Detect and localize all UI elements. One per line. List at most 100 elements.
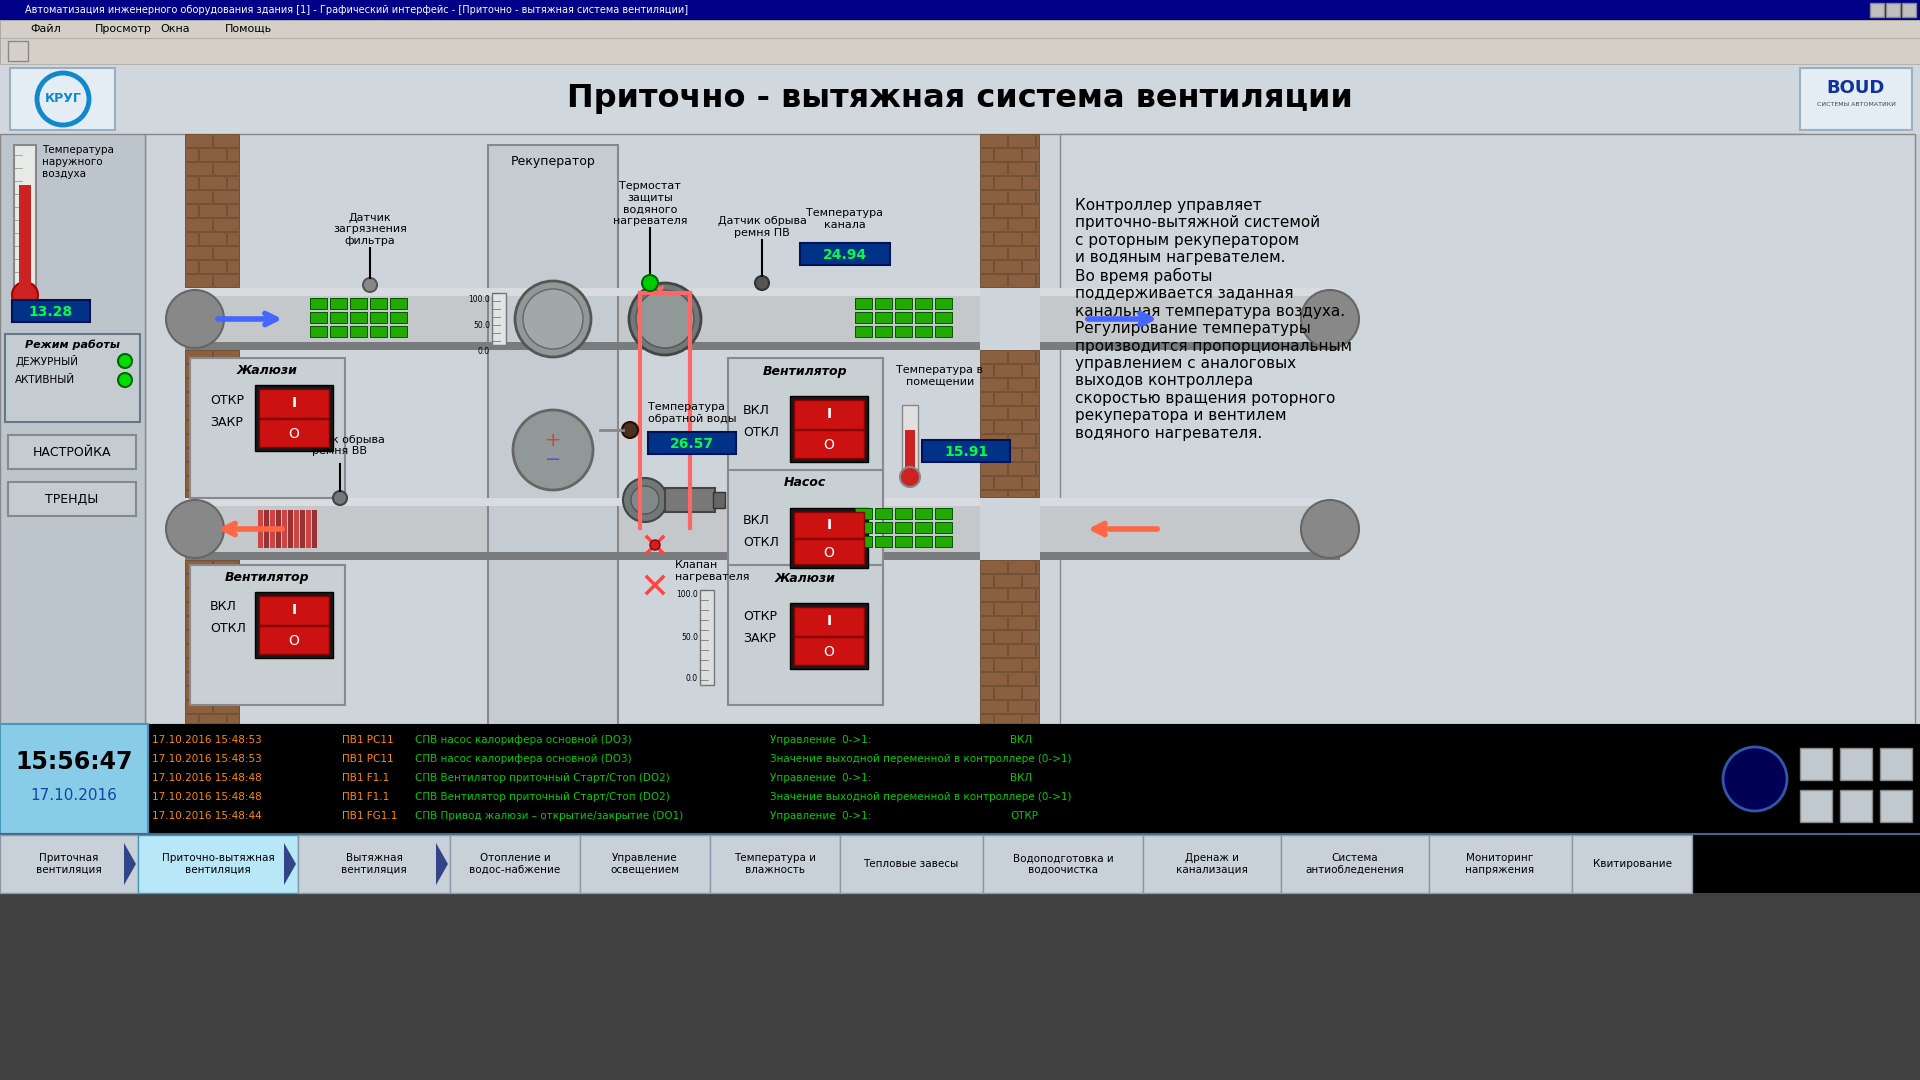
Text: ДЕЖУРНЫЙ: ДЕЖУРНЫЙ bbox=[15, 355, 79, 367]
Bar bbox=[200, 686, 227, 699]
Text: O: O bbox=[824, 645, 835, 659]
Bar bbox=[1037, 162, 1039, 175]
Bar bbox=[1037, 561, 1039, 573]
Bar bbox=[1839, 789, 1872, 822]
Text: Управление
освещением: Управление освещением bbox=[611, 853, 680, 875]
Text: Квитирование: Квитирование bbox=[1592, 859, 1672, 869]
Bar bbox=[916, 326, 931, 337]
Bar bbox=[795, 512, 864, 538]
Bar bbox=[1021, 204, 1039, 217]
Bar bbox=[200, 573, 227, 588]
Bar bbox=[184, 288, 979, 350]
Bar bbox=[664, 488, 714, 512]
Bar bbox=[995, 602, 1021, 615]
Bar bbox=[1037, 190, 1039, 203]
Bar bbox=[795, 607, 864, 636]
Text: Датчик
загрязнения
фильтра: Датчик загрязнения фильтра bbox=[332, 213, 407, 246]
Circle shape bbox=[1302, 500, 1359, 558]
Bar bbox=[6, 334, 140, 422]
Bar bbox=[1021, 364, 1039, 377]
Bar bbox=[979, 672, 1006, 685]
Bar bbox=[184, 498, 979, 561]
Bar bbox=[710, 835, 841, 893]
Text: Термостат
защиты
водяного
нагревателя: Термостат защиты водяного нагревателя bbox=[612, 181, 687, 226]
Bar bbox=[895, 508, 912, 519]
Bar bbox=[995, 392, 1021, 405]
Text: ОТКЛ: ОТКЛ bbox=[209, 622, 246, 635]
Bar bbox=[979, 644, 1006, 657]
Bar bbox=[227, 260, 238, 273]
Circle shape bbox=[641, 275, 659, 291]
Bar bbox=[227, 148, 238, 161]
Text: 0.0: 0.0 bbox=[478, 347, 490, 356]
Bar bbox=[371, 312, 388, 323]
Bar bbox=[259, 419, 328, 447]
Bar bbox=[184, 476, 198, 489]
Text: Вентилятор: Вентилятор bbox=[225, 571, 309, 584]
Bar bbox=[309, 298, 326, 309]
Bar bbox=[200, 420, 227, 433]
Bar bbox=[979, 232, 993, 245]
Bar bbox=[184, 134, 211, 147]
Bar bbox=[1037, 406, 1039, 419]
Bar bbox=[184, 462, 211, 475]
Bar bbox=[789, 396, 868, 462]
Bar bbox=[0, 835, 138, 893]
Circle shape bbox=[117, 373, 132, 387]
Bar bbox=[255, 592, 332, 658]
Text: Датчик обрыва
ремня ПВ: Датчик обрыва ремня ПВ bbox=[718, 216, 806, 238]
Bar bbox=[854, 312, 872, 323]
Text: 15:56:47: 15:56:47 bbox=[15, 750, 132, 774]
Bar bbox=[184, 392, 198, 405]
Bar bbox=[271, 510, 275, 548]
Bar bbox=[213, 406, 238, 419]
Bar bbox=[213, 162, 238, 175]
Bar bbox=[1008, 350, 1035, 363]
Text: АКТИВНЫЙ: АКТИВНЫЙ bbox=[15, 375, 75, 384]
Text: 100.0: 100.0 bbox=[468, 295, 490, 303]
Bar bbox=[876, 536, 893, 546]
Text: Температура: Температура bbox=[42, 145, 113, 156]
Bar bbox=[979, 274, 1006, 287]
Bar bbox=[1880, 748, 1912, 780]
Bar bbox=[979, 561, 1006, 573]
Text: I: I bbox=[292, 603, 296, 617]
Text: Температура
канала: Температура канала bbox=[806, 208, 883, 230]
Bar bbox=[227, 573, 238, 588]
Bar bbox=[995, 176, 1021, 189]
Circle shape bbox=[165, 291, 225, 348]
Bar bbox=[1008, 644, 1035, 657]
Bar bbox=[213, 561, 238, 573]
Bar bbox=[1037, 616, 1039, 629]
Bar bbox=[979, 350, 1006, 363]
Bar bbox=[979, 134, 1041, 288]
Bar bbox=[795, 637, 864, 665]
Bar bbox=[876, 508, 893, 519]
Bar bbox=[995, 714, 1021, 723]
Bar bbox=[876, 326, 893, 337]
Text: Автоматизация инженерного оборудования здания [1] - Графический интерфейс - [При: Автоматизация инженерного оборудования з… bbox=[25, 5, 687, 15]
Bar bbox=[1037, 246, 1039, 259]
Bar bbox=[190, 565, 346, 705]
Text: Контроллер управляет
приточно-вытяжной системой
с роторным рекуператором
и водян: Контроллер управляет приточно-вытяжной с… bbox=[1075, 198, 1352, 441]
Bar bbox=[795, 539, 864, 564]
Text: Значение выходной переменной в контроллере (0->1): Значение выходной переменной в контролле… bbox=[770, 792, 1071, 802]
Bar bbox=[916, 536, 931, 546]
Bar bbox=[1801, 68, 1912, 130]
Text: O: O bbox=[824, 546, 835, 561]
Circle shape bbox=[1722, 747, 1788, 811]
Bar bbox=[184, 296, 979, 342]
Bar bbox=[916, 522, 931, 534]
Bar bbox=[19, 185, 31, 293]
Text: СПВ Вентилятор приточный Старт/Стоп (DO2): СПВ Вентилятор приточный Старт/Стоп (DO2… bbox=[415, 792, 670, 802]
Bar bbox=[200, 204, 227, 217]
Bar bbox=[227, 476, 238, 489]
Bar bbox=[979, 714, 993, 723]
Bar bbox=[1008, 246, 1035, 259]
Text: Температура и
влажность: Температура и влажность bbox=[733, 853, 816, 875]
Bar bbox=[895, 522, 912, 534]
Text: 17.10.2016 15:48:48: 17.10.2016 15:48:48 bbox=[152, 792, 261, 802]
Bar bbox=[935, 522, 952, 534]
Text: Дренаж и
канализация: Дренаж и канализация bbox=[1177, 853, 1248, 875]
Bar bbox=[184, 434, 211, 447]
